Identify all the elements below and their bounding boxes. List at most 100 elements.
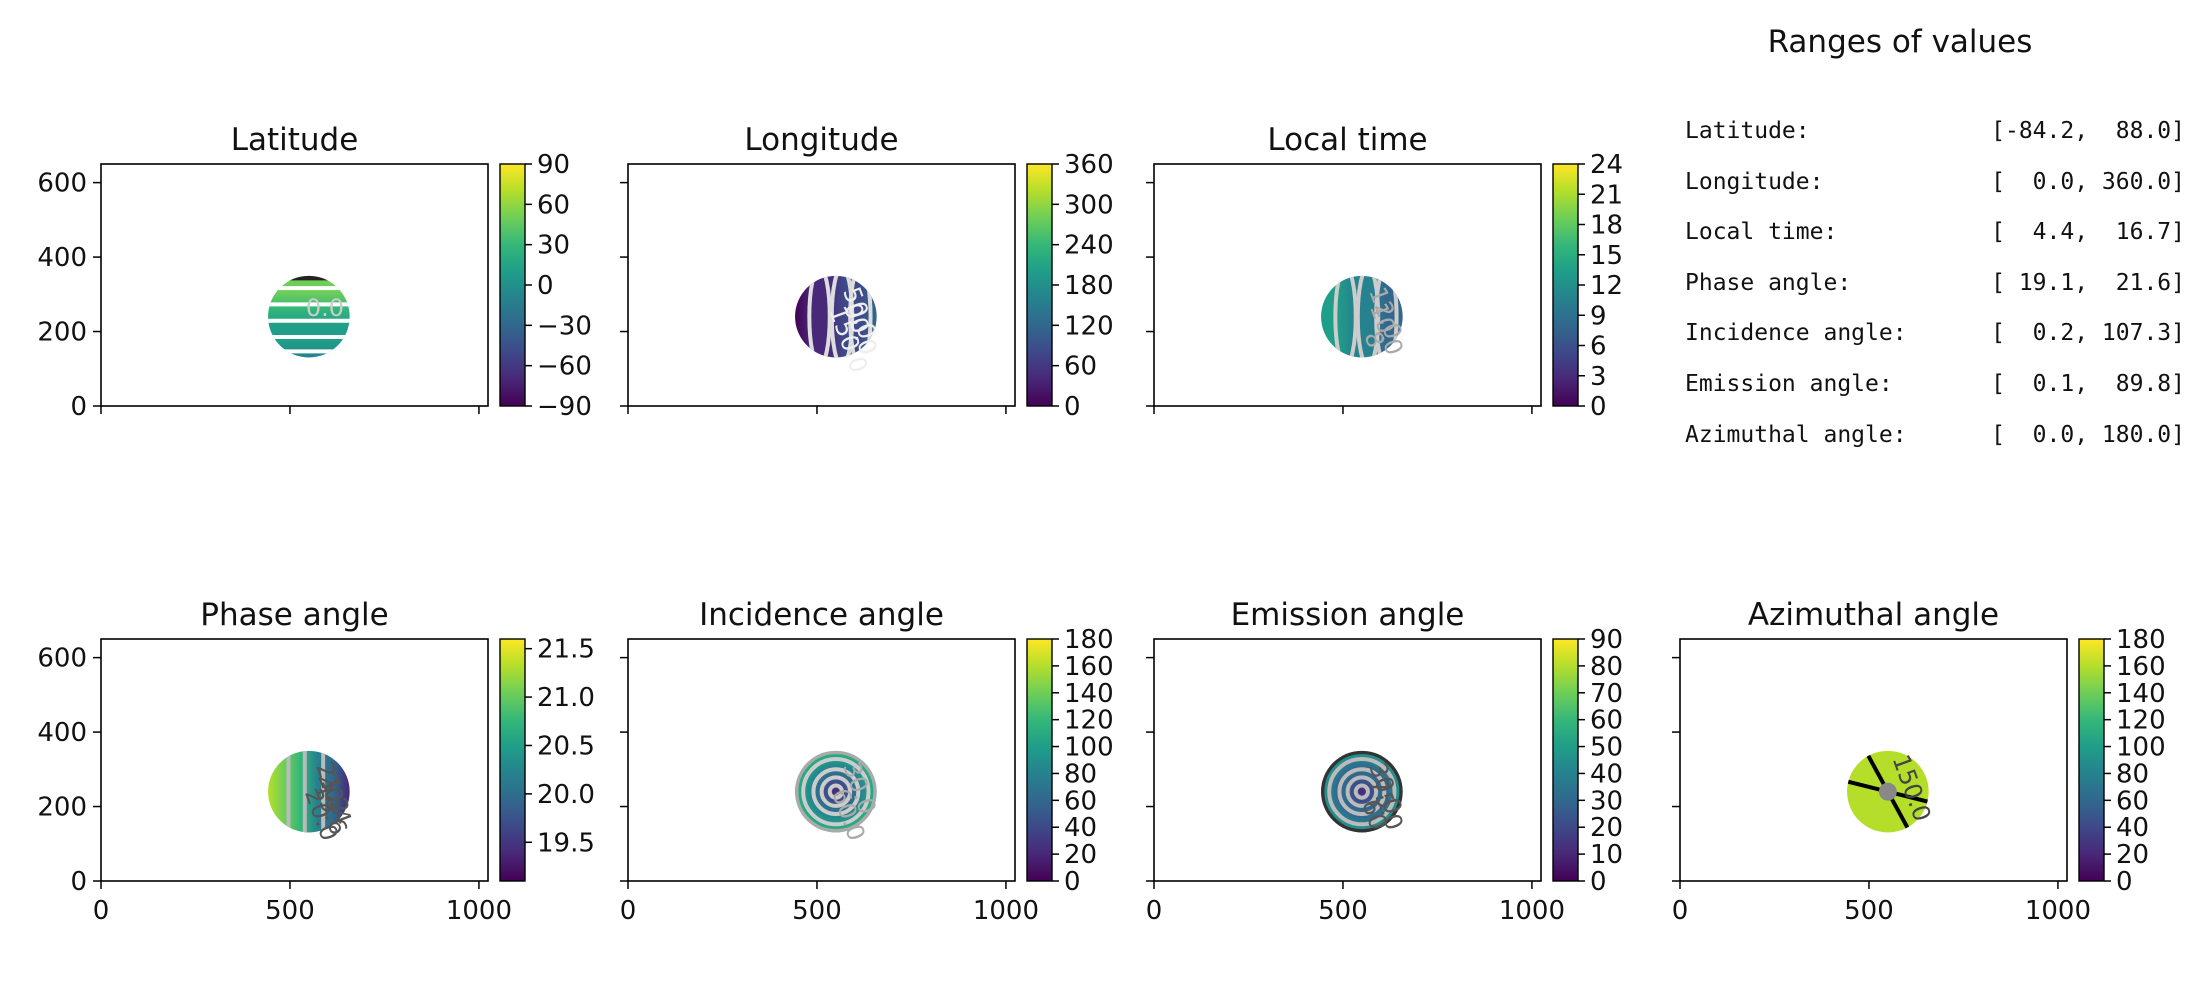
contour-line: [1355, 275, 1381, 358]
colorbar-tick-label: 0: [537, 271, 554, 301]
planet-disc: [1321, 750, 1403, 833]
y-tick-label: 0: [70, 392, 87, 422]
colorbar-tick-label: 40: [1590, 759, 1623, 789]
axes-frame: [627, 638, 1016, 882]
contour-line: [1333, 275, 1358, 358]
subplot-title: Phase angle: [200, 597, 388, 633]
colorbar-tick-label: 360: [1064, 150, 1114, 180]
planet-disc: [795, 275, 877, 358]
x-tick-label: 1000: [1499, 896, 1565, 926]
colorbar-tick-label: 15: [1590, 241, 1623, 271]
range-value: [ 0.2, 107.3]: [1991, 320, 2185, 347]
colorbar: [1552, 163, 1579, 407]
range-row: Phase angle: [ 19.1, 21.6]: [1685, 270, 2185, 300]
contour-label: 0.0: [306, 294, 344, 322]
colorbar-tick-label: 140: [1064, 679, 1114, 709]
x-tick-label: 500: [792, 896, 842, 926]
range-row: Local time: [ 4.4, 16.7]: [1685, 219, 2185, 249]
colorbar-tick-label: 6: [1590, 332, 1607, 362]
x-tick-label: 0: [1672, 896, 1689, 926]
colorbar-tick-label: 0: [1064, 867, 1081, 897]
planet-disc: [795, 750, 877, 833]
colorbar-tick-label: 160: [2116, 652, 2166, 682]
range-value: [ 0.1, 89.8]: [1991, 371, 2185, 397]
contour-line: [1353, 783, 1370, 800]
range-label: Longitude:: [1685, 168, 1824, 195]
colorbar-tick-label: 300: [1064, 190, 1114, 220]
y-tick-label: 200: [37, 318, 87, 348]
x-tick-label: 1000: [973, 896, 1039, 926]
subplot-latitude: Latitude 0.0 0 200 400 600 90 60 30 0 −30 −60 −90: [37, 122, 592, 422]
colorbar-tick-label: 70: [1590, 679, 1623, 709]
colorbar-tick-label: 21: [1590, 180, 1623, 210]
contour-line: [819, 775, 853, 808]
x-tick-label: 1000: [2025, 896, 2091, 926]
range-label: Emission angle:: [1685, 371, 1893, 397]
colorbar-tick-label: 120: [2116, 706, 2166, 736]
colorbar-tick-label: 180: [2116, 625, 2166, 655]
x-tick-label: 1000: [446, 896, 512, 926]
colorbar-tick-label: 24: [1590, 150, 1623, 180]
colorbar: [499, 163, 526, 407]
range-row: Latitude: [-84.2, 88.0]: [1685, 118, 2185, 148]
colorbar-tick-label: 20.0: [537, 780, 595, 810]
contour-lines: [1847, 750, 1929, 833]
colorbar-tick-label: −30: [537, 311, 592, 341]
range-value: [-84.2, 88.0]: [1991, 118, 2185, 144]
range-row: Incidence angle: [ 0.2, 107.3]: [1685, 320, 2185, 350]
colorbar-tick-label: 100: [1064, 733, 1114, 763]
y-tick-label: 0: [70, 867, 87, 897]
contour-line: [1321, 750, 1403, 833]
colorbar-tick-label: 20: [2116, 840, 2149, 870]
colorbar-tick-label: 20.5: [537, 731, 595, 761]
colorbar-tick-label: 60: [537, 190, 570, 220]
colorbar-tick-label: 90: [1590, 625, 1623, 655]
contour-line: [827, 783, 844, 800]
contour-lines: [1321, 750, 1403, 833]
contour-line: [829, 275, 855, 358]
colorbar-tick-label: 100: [2116, 733, 2166, 763]
subplot-title: Longitude: [744, 122, 898, 158]
x-tick-label: 0: [1146, 896, 1163, 926]
axes-frame: [1153, 163, 1542, 407]
colorbar-tick-label: 19.5: [537, 828, 595, 858]
colorbar-tick-label: 21.5: [537, 635, 595, 665]
y-tick-label: 400: [37, 718, 87, 748]
ranges-title: Ranges of values: [1767, 24, 2033, 60]
colorbar-tick-label: 0: [2116, 867, 2133, 897]
range-label: Local time:: [1685, 219, 1838, 246]
colorbar-tick-label: 240: [1064, 231, 1114, 261]
contour-line: [795, 750, 877, 833]
colorbar-tick-label: 40: [2116, 813, 2149, 843]
y-tick-label: 600: [37, 169, 87, 199]
contour-lines: [807, 275, 873, 358]
colorbar-tick-label: 60: [1064, 786, 1097, 816]
colorbar-tick-label: 40: [1064, 813, 1097, 843]
contour-line: [848, 275, 873, 358]
range-row: Longitude: [ 0.0, 360.0]: [1685, 169, 2185, 199]
contour-line: [1878, 782, 1897, 801]
colorbar-tick-label: 80: [1064, 759, 1097, 789]
colorbar-tick-label: −90: [537, 392, 592, 422]
range-value: [ 0.0, 180.0]: [1991, 421, 2185, 448]
colorbar-tick-label: 20: [1590, 813, 1623, 843]
colorbar-tick-label: 140: [2116, 679, 2166, 709]
colorbar-tick-label: 60: [2116, 786, 2149, 816]
contour-line: [807, 275, 832, 358]
colorbar-tick-label: 12: [1590, 271, 1623, 301]
colorbar-tick-label: 60: [1590, 706, 1623, 736]
range-row: Emission angle: [ 0.1, 89.8]: [1685, 371, 2185, 401]
x-tick-label: 0: [620, 896, 637, 926]
range-label: Phase angle:: [1685, 269, 1852, 296]
y-tick-label: 200: [37, 793, 87, 823]
colorbar-tick-label: 180: [1064, 271, 1114, 301]
axes-frame: [1679, 638, 2068, 882]
x-tick-label: 500: [1844, 896, 1894, 926]
y-tick-label: 600: [37, 644, 87, 674]
axes-frame: [100, 638, 489, 882]
